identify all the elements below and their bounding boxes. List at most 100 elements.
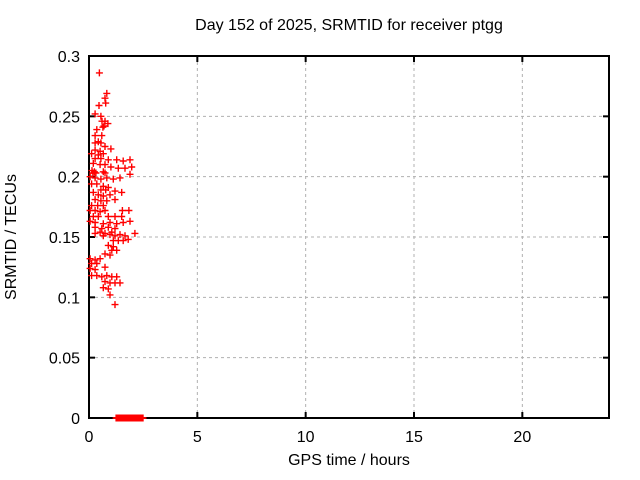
- data-point: [106, 191, 114, 199]
- data-point: [113, 246, 121, 254]
- data-point: [92, 169, 100, 177]
- data-point: [91, 146, 99, 154]
- data-point: [93, 180, 101, 188]
- data-point: [86, 173, 94, 181]
- data-point: [97, 197, 105, 205]
- data-point: [114, 164, 122, 172]
- data-point: [91, 223, 99, 231]
- data-point: [111, 225, 119, 233]
- data-point: [99, 123, 107, 131]
- data-point: [131, 229, 139, 237]
- data-point: [93, 260, 101, 267]
- data-point: [111, 301, 119, 309]
- data-point: [97, 155, 105, 163]
- data-point: [116, 279, 124, 287]
- data-point: [94, 151, 102, 159]
- data-point: [119, 157, 127, 165]
- data-point: [91, 256, 99, 264]
- data-point: [107, 145, 115, 153]
- data-point: [103, 89, 111, 97]
- y-tick-label: 0.3: [58, 49, 80, 66]
- data-point: [124, 235, 132, 243]
- data-point: [106, 231, 114, 239]
- data-point: [96, 208, 104, 216]
- y-tick-label: 0.05: [49, 351, 80, 368]
- data-point: [118, 213, 126, 220]
- x-tick-label: 0: [85, 429, 94, 446]
- data-point: [101, 250, 109, 258]
- data-point: [121, 164, 129, 172]
- data-point: [109, 175, 117, 183]
- data-point: [102, 186, 110, 194]
- y-tick-label: 0.1: [58, 290, 80, 307]
- data-point: [91, 132, 99, 140]
- data-point: [89, 188, 97, 196]
- data-point: [111, 187, 119, 195]
- data-point: [118, 207, 126, 214]
- data-point: [126, 170, 134, 178]
- data-point: [103, 174, 111, 182]
- data-point: [106, 291, 114, 299]
- data-point: [119, 237, 127, 245]
- data-point: [91, 266, 99, 274]
- data-point: [91, 229, 99, 237]
- data-point: [88, 202, 96, 210]
- data-point: [94, 191, 102, 199]
- x-tick-label: 5: [193, 429, 202, 446]
- data-point: [101, 207, 109, 214]
- data-point: [98, 132, 106, 140]
- data-point: [93, 272, 101, 280]
- data-point: [113, 273, 121, 281]
- data-point: [90, 168, 98, 176]
- data-point: [106, 219, 114, 226]
- data-point: [104, 285, 112, 293]
- chart-title: Day 152 of 2025, SRMTID for receiver ptg…: [195, 17, 503, 34]
- data-point: [96, 228, 104, 236]
- y-tick-label: 0.15: [49, 230, 80, 247]
- data-point: [101, 263, 109, 271]
- data-point: [111, 196, 119, 204]
- data-point: [101, 278, 109, 286]
- y-tick-label: 0: [71, 411, 80, 428]
- data-point: [88, 150, 96, 158]
- data-point: [100, 122, 108, 130]
- data-point: [89, 159, 97, 167]
- data-point: [104, 213, 112, 220]
- data-point: [91, 174, 99, 182]
- data-point: [116, 174, 124, 182]
- data-point: [95, 102, 103, 109]
- data-point: [118, 188, 126, 196]
- data-point: [97, 175, 105, 183]
- data-point: [86, 217, 94, 225]
- data-point: [113, 220, 121, 228]
- data-point: [99, 168, 107, 176]
- data-point: [103, 272, 111, 280]
- data-point: [99, 182, 107, 190]
- data-point: [126, 156, 134, 164]
- x-tick-label: 10: [297, 429, 315, 446]
- y-tick-label: 0.2: [58, 170, 80, 187]
- data-point: [109, 243, 117, 251]
- data-point: [93, 126, 101, 134]
- data-point: [99, 192, 107, 200]
- data-point: [91, 110, 99, 118]
- data-point: [126, 217, 134, 225]
- data-point: [106, 251, 114, 259]
- data-point: [104, 241, 112, 249]
- data-point: [96, 255, 104, 263]
- data-point: [99, 202, 107, 210]
- data-point: [99, 284, 107, 292]
- data-point: [139, 414, 147, 422]
- data-point: [99, 220, 107, 228]
- data-point: [94, 213, 102, 220]
- data-point: [101, 143, 109, 150]
- data-point: [121, 232, 129, 240]
- data-point: [116, 231, 124, 239]
- y-axis-label: SRMTID / TECUs: [3, 174, 20, 300]
- data-point: [99, 232, 107, 240]
- data-point: [104, 223, 112, 231]
- data-point: [86, 264, 94, 272]
- data-point: [111, 232, 119, 240]
- data-point: [102, 99, 110, 107]
- data-point: [104, 120, 112, 128]
